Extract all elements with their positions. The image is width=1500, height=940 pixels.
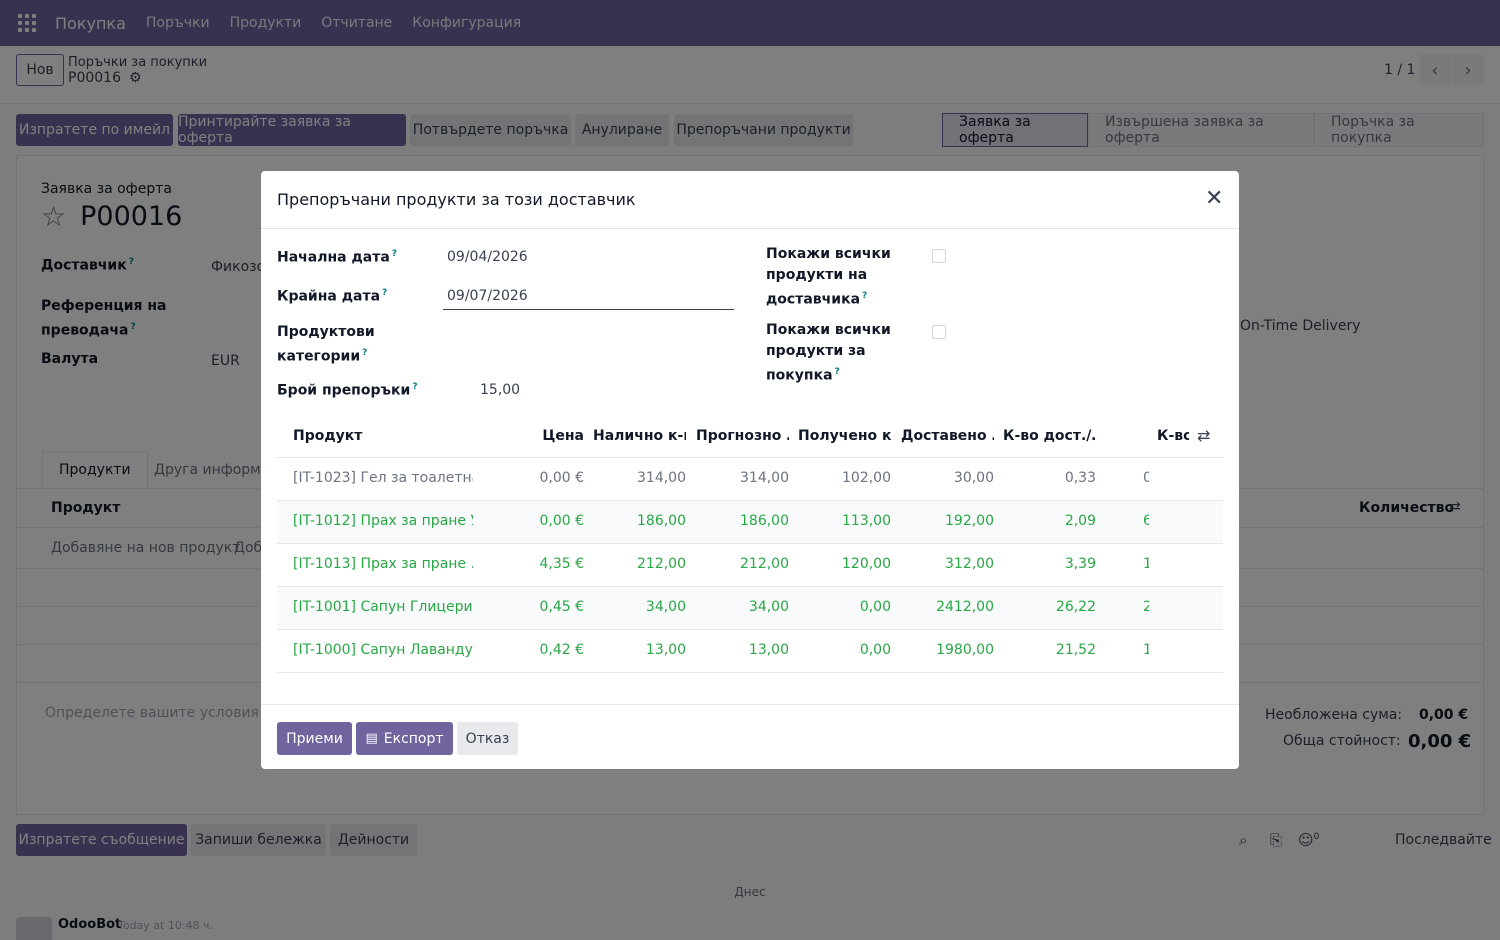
show-all-vendor-line2: продукти на — [766, 267, 868, 283]
export-button[interactable]: ▤ Експорт — [356, 722, 453, 755]
cell-product: [IT-1012] Прах за пране У… — [293, 513, 473, 529]
show-all-purchase-line2: продукти за — [766, 343, 866, 359]
column-qty[interactable]: К-во — [1157, 428, 1189, 444]
optional-columns-icon[interactable]: ⇄ — [1197, 426, 1211, 445]
cell-per-day: 3,39 — [1064, 556, 1096, 572]
cell-per-day: 21,52 — [1055, 642, 1096, 658]
cell-product: [IT-1013] Прах за пране … — [293, 556, 473, 572]
recommendation-count-label: Брой препоръки? — [277, 377, 418, 402]
end-date-field[interactable]: 09/07/2026 — [443, 286, 734, 310]
cell-delivered: 2412,00 — [936, 599, 994, 615]
cell-delivered: 30,00 — [953, 470, 994, 486]
cell-per-day: 26,22 — [1055, 599, 1096, 615]
cell-per-day: 2,09 — [1064, 513, 1096, 529]
file-excel-icon: ▤ — [365, 731, 378, 746]
cell-received: 0,00 — [859, 599, 891, 615]
cell-received: 102,00 — [842, 470, 891, 486]
cell-onhand: 34,00 — [645, 599, 686, 615]
help-icon[interactable]: ? — [834, 367, 840, 377]
cell-price: 4,35 € — [539, 556, 584, 572]
show-all-vendor-line1: Покажи всички — [766, 246, 891, 262]
cell-received: 113,00 — [842, 513, 891, 529]
help-icon[interactable]: ? — [382, 288, 388, 298]
cell-price: 0,00 € — [539, 470, 584, 486]
show-all-vendor-checkbox[interactable] — [932, 249, 946, 263]
cell-product: [IT-1000] Сапун Лаванду… — [293, 642, 473, 658]
show-all-vendor-line3: доставчика — [766, 291, 861, 308]
dialog-header: Препоръчани продукти за този доставчик ✕ — [261, 171, 1239, 229]
table-row[interactable]: [IT-1012] Прах за пране У… 0,00 € 186,00… — [277, 501, 1223, 544]
column-price[interactable]: Цена — [542, 428, 584, 444]
recommendation-count-label-text: Брой препоръки — [277, 382, 411, 399]
product-categories-label-line2: категории — [277, 348, 361, 365]
column-forecast[interactable]: Прогнозно … — [696, 428, 789, 444]
column-delivered[interactable]: Доставено … — [901, 428, 994, 444]
cell-forecast: 34,00 — [748, 599, 789, 615]
show-all-purchase-label: Покажи всички продукти за покупка? — [766, 320, 891, 387]
cell-onhand: 212,00 — [637, 556, 686, 572]
cell-onhand: 186,00 — [637, 513, 686, 529]
cell-qty[interactable]: 1 — [1143, 642, 1149, 658]
start-date-field[interactable]: 09/04/2026 — [447, 249, 528, 265]
cell-received: 120,00 — [842, 556, 891, 572]
cell-price: 0,00 € — [539, 513, 584, 529]
product-categories-field[interactable] — [443, 329, 734, 353]
table-row[interactable]: [IT-1001] Сапун Глицери… 0,45 € 34,00 34… — [277, 587, 1223, 630]
help-icon[interactable]: ? — [391, 249, 398, 259]
column-product[interactable]: Продукт — [293, 428, 363, 444]
column-onhand[interactable]: Налично к-во — [593, 428, 686, 444]
cell-delivered: 312,00 — [945, 556, 994, 572]
product-categories-label: Продуктови категории? — [277, 322, 375, 368]
cell-product: [IT-1001] Сапун Глицери… — [293, 599, 473, 615]
recommendations-table-header: Продукт Цена Налично к-во Прогнозно … По… — [277, 414, 1223, 458]
cell-onhand: 314,00 — [637, 470, 686, 486]
dialog-footer: Приеми ▤ Експорт Отказ — [261, 704, 1239, 769]
accept-button[interactable]: Приеми — [277, 722, 352, 755]
product-categories-label-line1: Продуктови — [277, 324, 375, 340]
table-row[interactable]: [IT-1023] Гел за тоалетна… 0,00 € 314,00… — [277, 458, 1223, 501]
cell-price: 0,42 € — [539, 642, 584, 658]
cell-qty[interactable]: 6 — [1143, 513, 1149, 529]
close-icon[interactable]: ✕ — [1205, 186, 1224, 211]
end-date-label-text: Крайна дата — [277, 288, 381, 305]
cell-forecast: 13,00 — [748, 642, 789, 658]
cell-forecast: 314,00 — [740, 470, 789, 486]
show-all-purchase-line3: покупка — [766, 367, 833, 384]
help-icon[interactable]: ? — [862, 291, 868, 301]
start-date-label-text: Начална дата — [277, 249, 390, 266]
help-icon[interactable]: ? — [412, 382, 418, 392]
cell-qty[interactable]: 1 — [1143, 556, 1149, 572]
recommended-products-dialog: Препоръчани продукти за този доставчик ✕… — [261, 171, 1239, 769]
discard-button[interactable]: Отказ — [457, 722, 518, 755]
dialog-title: Препоръчани продукти за този доставчик — [277, 190, 636, 209]
cell-received: 0,00 — [859, 642, 891, 658]
show-all-purchase-checkbox[interactable] — [932, 325, 946, 339]
recommendation-count-field[interactable]: 15,00 — [480, 382, 521, 398]
show-all-purchase-line1: Покажи всички — [766, 322, 891, 338]
cell-qty[interactable]: 0 — [1143, 470, 1149, 486]
cell-forecast: 212,00 — [740, 556, 789, 572]
column-qty-per-day[interactable]: К-во дост./… — [1003, 428, 1096, 444]
show-all-vendor-label: Покажи всички продукти на доставчика? — [766, 244, 891, 311]
end-date-label: Крайна дата? — [277, 283, 387, 308]
table-row[interactable]: [IT-1000] Сапун Лаванду… 0,42 € 13,00 13… — [277, 630, 1223, 673]
cell-price: 0,45 € — [539, 599, 584, 615]
help-icon[interactable]: ? — [362, 348, 368, 358]
cell-onhand: 13,00 — [645, 642, 686, 658]
cell-delivered: 1980,00 — [936, 642, 994, 658]
cell-forecast: 186,00 — [740, 513, 789, 529]
table-row[interactable]: [IT-1013] Прах за пране … 4,35 € 212,00 … — [277, 544, 1223, 587]
cell-product: [IT-1023] Гел за тоалетна… — [293, 470, 473, 486]
cell-delivered: 192,00 — [945, 513, 994, 529]
export-label: Експорт — [383, 730, 444, 747]
cell-per-day: 0,33 — [1064, 470, 1096, 486]
cell-qty[interactable]: 2 — [1143, 599, 1149, 615]
column-received[interactable]: Получено к… — [798, 428, 891, 444]
start-date-label: Начална дата? — [277, 244, 397, 269]
